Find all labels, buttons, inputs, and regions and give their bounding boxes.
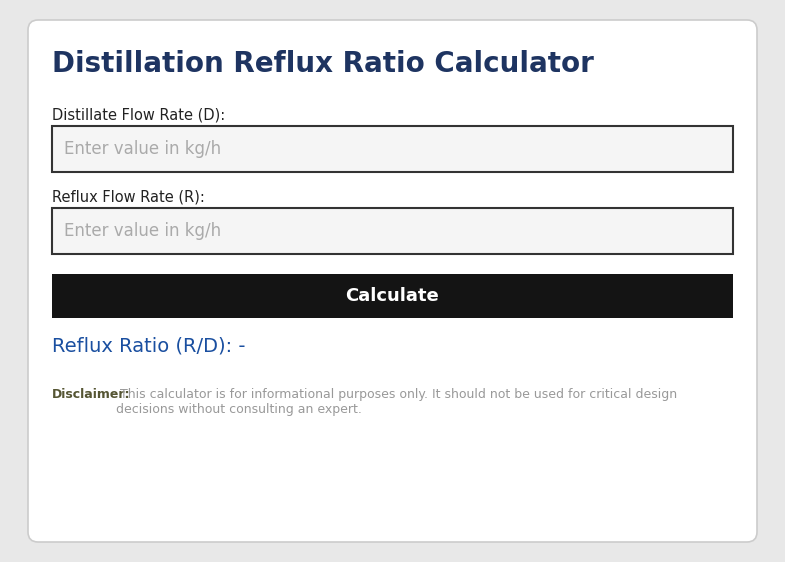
Text: Enter value in kg/h: Enter value in kg/h [64, 222, 221, 240]
FancyBboxPatch shape [52, 274, 733, 318]
FancyBboxPatch shape [52, 208, 733, 254]
Text: Enter value in kg/h: Enter value in kg/h [64, 140, 221, 158]
Text: Calculate: Calculate [345, 287, 440, 305]
Text: Reflux Flow Rate (R):: Reflux Flow Rate (R): [52, 190, 205, 205]
Text: Reflux Ratio (R/D): -: Reflux Ratio (R/D): - [52, 336, 246, 355]
Text: Disclaimer:: Disclaimer: [52, 388, 130, 401]
Text: Distillation Reflux Ratio Calculator: Distillation Reflux Ratio Calculator [52, 50, 594, 78]
FancyBboxPatch shape [52, 126, 733, 172]
Text: Distillate Flow Rate (D):: Distillate Flow Rate (D): [52, 108, 225, 123]
FancyBboxPatch shape [28, 20, 757, 542]
Text: This calculator is for informational purposes only. It should not be used for cr: This calculator is for informational pur… [116, 388, 677, 416]
